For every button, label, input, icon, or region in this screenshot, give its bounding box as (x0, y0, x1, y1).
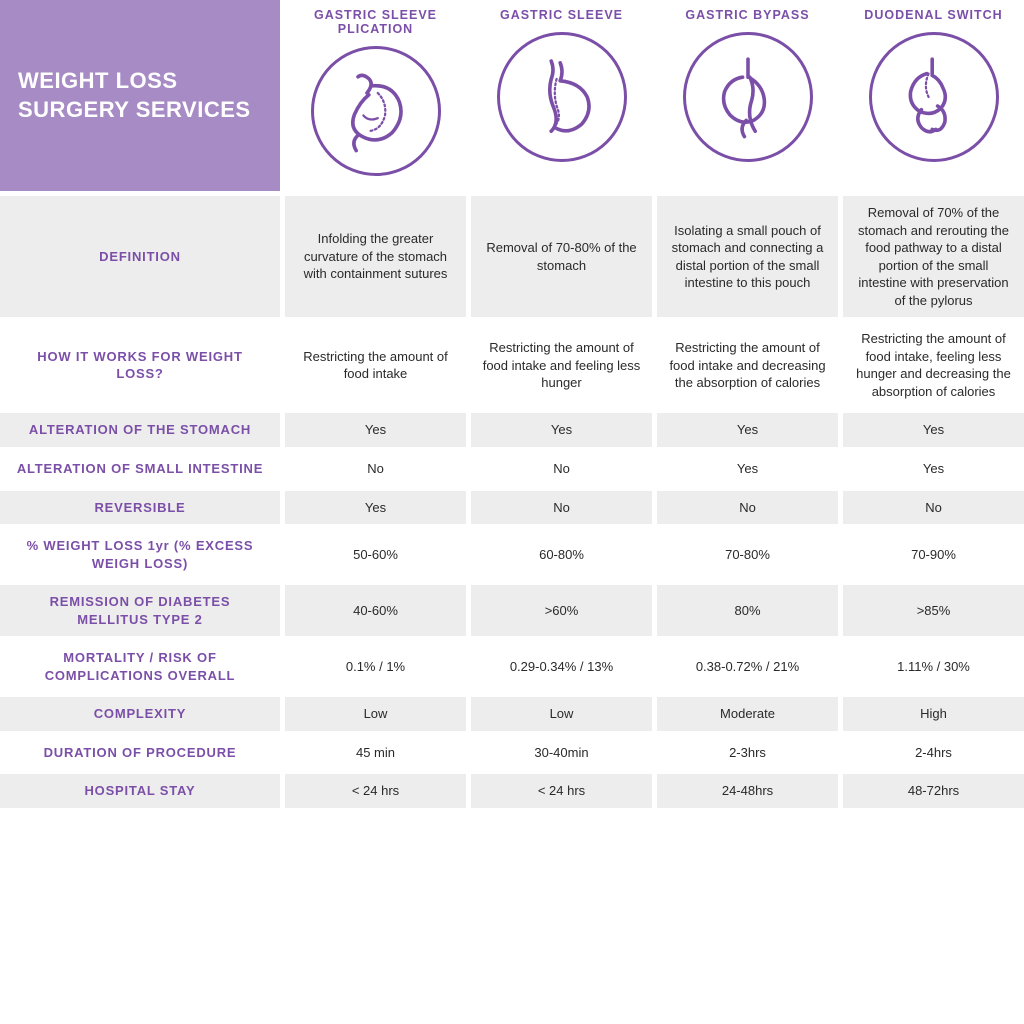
table-cell: 60-80% (471, 529, 652, 580)
table-cell: Yes (471, 413, 652, 447)
table-cell: 50-60% (285, 529, 466, 580)
table-cell: No (471, 491, 652, 525)
row-label: % WEIGHT LOSS 1yr (% EXCESS WEIGH LOSS) (0, 529, 280, 580)
procedure-header-duodenal: DUODENAL SWITCH (843, 0, 1024, 191)
table-cell: Removal of 70% of the stomach and rerout… (843, 196, 1024, 317)
table-cell: No (843, 491, 1024, 525)
table-cell: Yes (657, 413, 838, 447)
table-cell: Isolating a small pouch of stomach and c… (657, 196, 838, 317)
procedure-header-plication: GASTRIC SLEEVE PLICATION (285, 0, 466, 191)
row-label: MORTALITY / RISK OF COMPLICATIONS OVERAL… (0, 641, 280, 692)
table-cell: Restricting the amount of food intake an… (657, 322, 838, 408)
row-label: COMPLEXITY (0, 697, 280, 731)
procedure-name: GASTRIC SLEEVE PLICATION (289, 8, 462, 36)
row-label: ALTERATION OF SMALL INTESTINE (0, 452, 280, 486)
table-cell: < 24 hrs (471, 774, 652, 808)
stomach-plication-icon (311, 46, 441, 176)
row-label: HOSPITAL STAY (0, 774, 280, 808)
table-cell: 48-72hrs (843, 774, 1024, 808)
procedure-name: GASTRIC SLEEVE (475, 8, 648, 22)
row-label: REMISSION OF DIABETES MELLITUS TYPE 2 (0, 585, 280, 636)
row-label: DURATION OF PROCEDURE (0, 736, 280, 770)
table-cell: Yes (843, 452, 1024, 486)
procedure-header-sleeve: GASTRIC SLEEVE (471, 0, 652, 191)
table-cell: < 24 hrs (285, 774, 466, 808)
table-cell: Moderate (657, 697, 838, 731)
table-cell: Restricting the amount of food intake (285, 322, 466, 408)
row-label: ALTERATION OF THE STOMACH (0, 413, 280, 447)
table-cell: High (843, 697, 1024, 731)
row-label: HOW IT WORKS FOR WEIGHT LOSS? (0, 322, 280, 408)
table-cell: Yes (285, 491, 466, 525)
table-cell: Removal of 70-80% of the stomach (471, 196, 652, 317)
stomach-sleeve-icon (497, 32, 627, 162)
page-title: WEIGHT LOSS SURGERY SERVICES (0, 0, 280, 191)
row-label: DEFINITION (0, 196, 280, 317)
table-cell: No (657, 491, 838, 525)
table-cell: Infolding the greater curvature of the s… (285, 196, 466, 317)
table-cell: 0.1% / 1% (285, 641, 466, 692)
stomach-duodenal-icon (869, 32, 999, 162)
table-cell: 70-90% (843, 529, 1024, 580)
table-cell: Low (471, 697, 652, 731)
table-cell: 1.11% / 30% (843, 641, 1024, 692)
table-cell: No (285, 452, 466, 486)
table-cell: Yes (843, 413, 1024, 447)
procedure-header-bypass: GASTRIC BYPASS (657, 0, 838, 191)
table-cell: 70-80% (657, 529, 838, 580)
table-cell: 30-40min (471, 736, 652, 770)
table-cell: No (471, 452, 652, 486)
table-cell: Low (285, 697, 466, 731)
procedure-name: GASTRIC BYPASS (661, 8, 834, 22)
table-cell: 0.29-0.34% / 13% (471, 641, 652, 692)
table-cell: 80% (657, 585, 838, 636)
table-cell: 24-48hrs (657, 774, 838, 808)
procedure-name: DUODENAL SWITCH (847, 8, 1020, 22)
comparison-table: WEIGHT LOSS SURGERY SERVICES GASTRIC SLE… (0, 0, 1024, 808)
table-cell: Restricting the amount of food intake, f… (843, 322, 1024, 408)
table-cell: Restricting the amount of food intake an… (471, 322, 652, 408)
table-cell: >85% (843, 585, 1024, 636)
table-cell: 0.38-0.72% / 21% (657, 641, 838, 692)
table-cell: 45 min (285, 736, 466, 770)
row-label: REVERSIBLE (0, 491, 280, 525)
table-cell: >60% (471, 585, 652, 636)
table-cell: 40-60% (285, 585, 466, 636)
table-cell: 2-4hrs (843, 736, 1024, 770)
stomach-bypass-icon (683, 32, 813, 162)
table-cell: Yes (285, 413, 466, 447)
table-cell: Yes (657, 452, 838, 486)
table-cell: 2-3hrs (657, 736, 838, 770)
